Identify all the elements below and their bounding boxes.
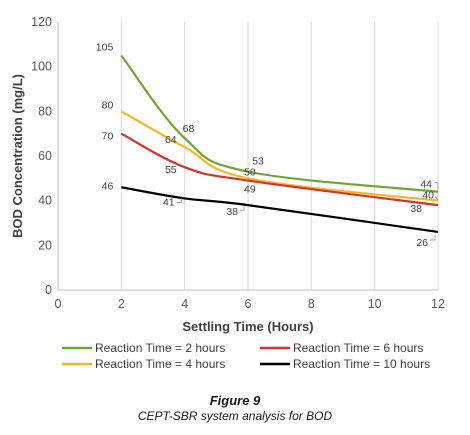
x-tick-label-5: 10 [368, 297, 382, 311]
data-label-s1-p1: 64 [165, 134, 177, 146]
data-label-s3-p1: 41 [163, 196, 175, 208]
series-line-3 [121, 186, 439, 234]
data-label-s2-p3: 38 [410, 203, 422, 215]
legend-label-3: Reaction Time = 10 hours [293, 357, 430, 371]
series-line-1 [120, 110, 439, 202]
data-label-s0-p2: 53 [252, 156, 264, 168]
data-label-s0-p1: 68 [183, 123, 195, 135]
y-tick-label-5: 100 [31, 60, 52, 74]
y-tick-label-3: 60 [38, 149, 52, 163]
data-label-s3-p2: 38 [226, 206, 238, 218]
legend-label-1: Reaction Time = 4 hours [95, 357, 225, 371]
data-labels: 105 68 53 44 80 64 50 40 70 55 49 38 46 41 38 26 [96, 42, 439, 249]
figure-caption: CEPT-SBR system analysis for BOD [137, 409, 333, 423]
data-label-s0-p3: 44 [420, 179, 432, 191]
series-lines [120, 54, 439, 234]
series-line-0 [120, 54, 439, 193]
data-label-s3-p3: 26 [416, 237, 428, 249]
label-leader-s1-p3 [434, 196, 439, 200]
data-label-s2-p0: 70 [102, 131, 114, 143]
data-label-s1-p2: 50 [244, 166, 256, 178]
x-tick-label-1: 2 [118, 297, 125, 311]
x-tick-label-3: 6 [245, 297, 252, 311]
axes [57, 22, 438, 291]
data-label-s0-p0: 105 [96, 42, 114, 54]
y-tick-label-4: 80 [38, 104, 52, 118]
label-leader-s3-p3 [430, 234, 436, 241]
data-label-s3-p0: 46 [102, 180, 114, 192]
y-axis-title: BOD Concentration (mg/L) [10, 74, 25, 238]
y-tick-label-0: 0 [45, 283, 52, 297]
legend-label-2: Reaction Time = 6 hours [293, 341, 423, 355]
y-tick-label-2: 40 [38, 194, 52, 208]
x-tick-label-6: 12 [431, 297, 445, 311]
data-label-s1-p0: 80 [102, 99, 114, 111]
x-tick-label-4: 8 [308, 297, 315, 311]
data-label-s2-p1: 55 [165, 164, 177, 176]
label-leader-s3-p1 [176, 198, 183, 203]
data-label-s2-p2: 49 [244, 184, 256, 196]
y-tick-label-1: 20 [38, 238, 52, 252]
legend: Reaction Time = 2 hours Reaction Time = 4… [62, 341, 430, 371]
y-tick-label-6: 120 [31, 15, 52, 29]
label-leader-s3-p2 [240, 206, 245, 211]
legend-label-0: Reaction Time = 2 hours [95, 341, 225, 355]
grid-lines [120, 22, 439, 290]
series-line-2 [120, 132, 439, 207]
figure-title: Figure 9 [209, 393, 261, 408]
x-tick-label-0: 0 [55, 297, 62, 311]
x-axis-title: Settling Time (Hours) [182, 319, 313, 334]
label-leader-s0-p3 [435, 182, 439, 189]
data-label-s1-p3: 40 [422, 190, 434, 202]
x-tick-label-2: 4 [181, 297, 188, 311]
